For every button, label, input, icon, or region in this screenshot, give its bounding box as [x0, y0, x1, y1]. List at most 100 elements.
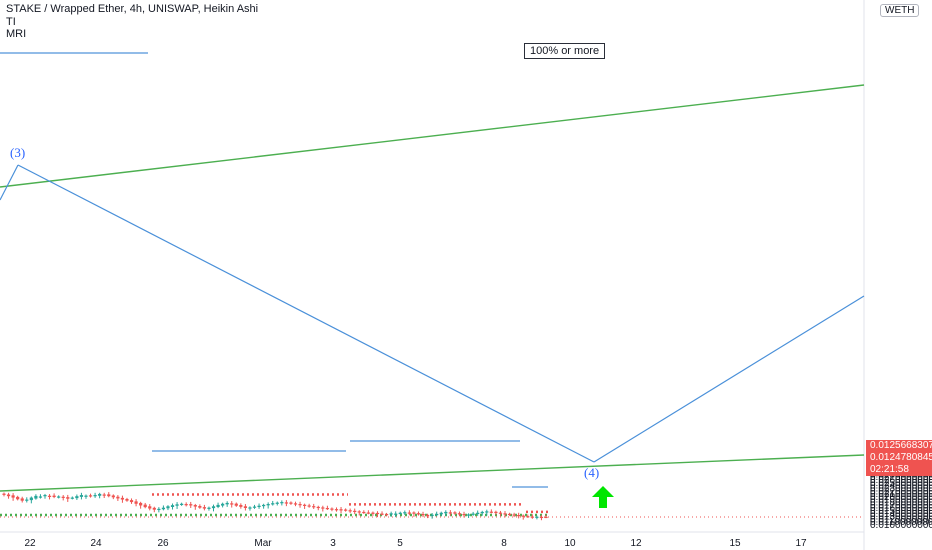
candle-body [462, 514, 466, 516]
candle-body [43, 495, 47, 497]
candle-body [139, 502, 143, 506]
candle-body [16, 496, 20, 500]
candle-body [521, 515, 525, 517]
price-tick-label: 0.0160000000 [870, 503, 932, 514]
price-tick-label: 0.0110000000 [870, 517, 932, 528]
price-tick-label: 0.0190000000 [870, 495, 932, 506]
candle-body [435, 513, 439, 516]
candle-body [189, 504, 193, 506]
candle-body [466, 514, 471, 516]
price-tick-label: 0.0180000000 [870, 498, 932, 509]
candle-body [334, 509, 339, 511]
candle-body [175, 504, 179, 506]
candle-body [88, 495, 93, 497]
candle-body [61, 496, 65, 498]
candle-body [271, 503, 275, 505]
indicator-ti[interactable]: TI [6, 16, 16, 28]
candle-body [321, 507, 325, 509]
candle-body [84, 495, 88, 497]
candle-body [403, 512, 407, 514]
time-tick-label: 24 [90, 538, 102, 549]
candle-body [20, 498, 24, 501]
candle-body [444, 511, 448, 514]
price-tick-label: 0.0140000000 [870, 509, 932, 520]
price-tick-label: 0.0210000000 [870, 489, 932, 500]
candle-body [503, 513, 507, 515]
candle-body [230, 503, 234, 505]
candle-body [325, 507, 329, 510]
price-tick-label: 0.0130000000 [870, 512, 932, 523]
channel-bottom-line [0, 454, 865, 492]
up-arrow-icon [592, 486, 614, 508]
candle-body [457, 513, 462, 515]
indicator-mri[interactable]: MRI [6, 28, 27, 40]
candle-body [366, 512, 370, 514]
candle-body [47, 495, 52, 497]
candle-body [257, 505, 261, 507]
candle-body [412, 512, 416, 514]
time-tick-label: Mar [254, 538, 272, 549]
candle-body [170, 505, 175, 507]
candle-body [448, 512, 452, 514]
current-price-label: 0.0125668307 [866, 440, 932, 452]
candle-body [384, 514, 389, 516]
candle-body [498, 512, 503, 514]
candles [2, 492, 548, 521]
candle-body [198, 506, 202, 508]
price-tick-label: 0.0240000000 [870, 481, 932, 492]
candle-body [111, 495, 115, 498]
note-box: 100% or more [524, 43, 606, 59]
candle-body [407, 512, 411, 514]
candle-body [25, 499, 29, 501]
candle-body [234, 503, 238, 506]
candle-body [70, 497, 74, 499]
candle-body [6, 494, 11, 497]
time-tick-label: 26 [157, 538, 169, 549]
currency-unit[interactable]: WETH [880, 4, 920, 17]
candle-body [252, 506, 257, 508]
candle-body [289, 502, 293, 504]
candle-body [312, 506, 316, 508]
last-price-label: 0.0124780845 [866, 452, 932, 464]
wave-up-line [0, 164, 19, 201]
candle-body [211, 506, 216, 509]
candle-body [307, 505, 311, 507]
candle-body [439, 512, 443, 515]
candle-body [193, 505, 197, 507]
price-tick-label: 0.0200000000 [870, 492, 932, 503]
time-tick-label: 17 [795, 538, 807, 549]
descending-trendline [17, 164, 595, 463]
candle-body [544, 516, 548, 519]
candle-body [416, 513, 421, 515]
candle-body [93, 495, 97, 497]
candle-body [152, 507, 156, 510]
time-tick-label: 10 [564, 538, 576, 549]
price-tick-label: 0.0250000000 [870, 478, 932, 489]
candle-body [34, 495, 38, 499]
candle-body [357, 511, 361, 513]
candle-body [280, 502, 284, 504]
candle-body [243, 506, 247, 508]
candle-body [512, 514, 516, 516]
candle-body [116, 496, 120, 499]
candle-body [275, 502, 279, 504]
wave-4-label: (4) [584, 465, 600, 480]
price-axis-ticks: 0.01000000000.01100000000.01200000000.01… [870, 469, 932, 531]
candle-body [266, 504, 270, 506]
candle-body [75, 496, 79, 499]
candle-body [248, 507, 252, 509]
candle-body [394, 513, 398, 515]
wave-3-label: (3) [10, 145, 26, 160]
candle-body [398, 512, 402, 514]
projection-line [593, 295, 865, 463]
candle-body [57, 496, 61, 498]
candle-body [303, 504, 307, 506]
candle-body [362, 511, 366, 514]
bar-countdown: 02:21:58 [866, 464, 932, 476]
candle-body [221, 503, 225, 506]
candle-body [348, 510, 352, 512]
candle-body [180, 503, 184, 505]
candle-body [11, 495, 15, 498]
